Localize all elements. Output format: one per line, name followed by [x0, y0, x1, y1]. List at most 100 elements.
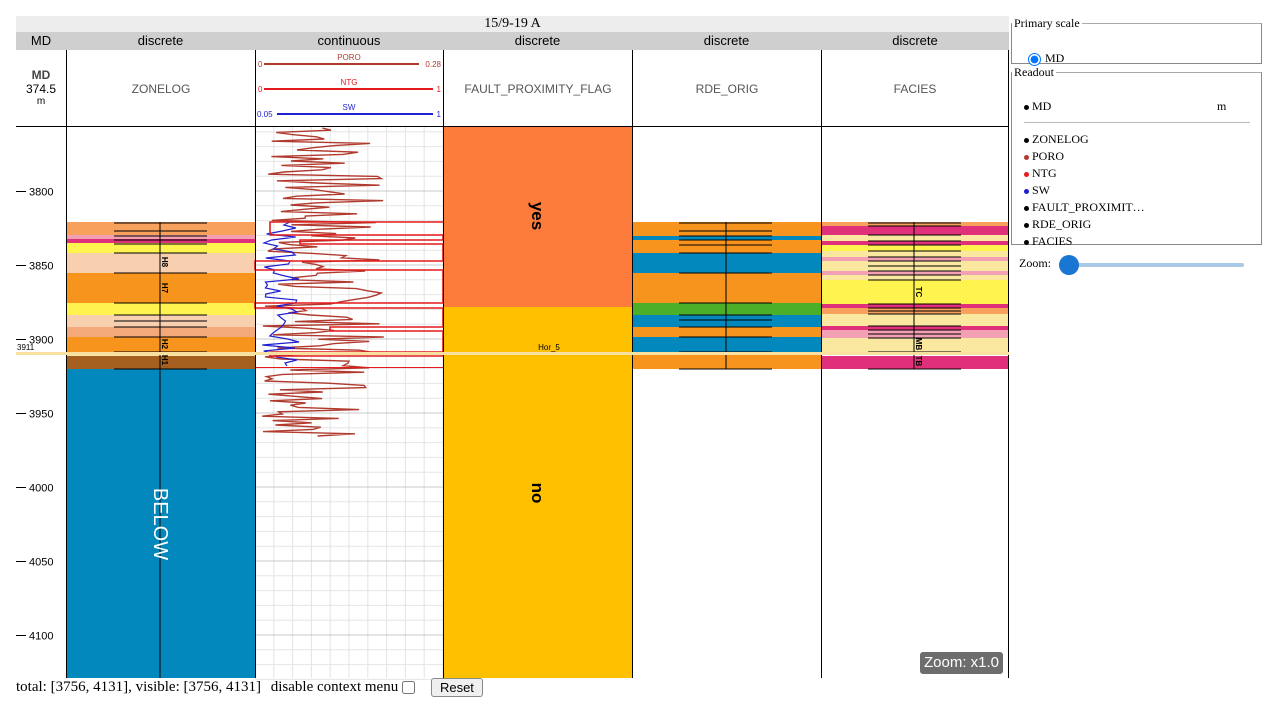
facies-track: TC MB TB	[821, 222, 1009, 370]
fault-flag-track: yes no	[443, 127, 632, 678]
zone-label: H2	[160, 339, 169, 350]
track-label-rde-orig: RDE_ORIG	[632, 50, 821, 126]
zone-label: H1	[160, 355, 169, 366]
legend-sw-max: 1	[437, 110, 442, 119]
readout-row: PORO	[1024, 148, 1064, 165]
facies-band	[821, 280, 1009, 304]
track-header-facies: discrete	[821, 32, 1009, 50]
fault-flag-no-band	[443, 307, 632, 678]
readout-row-label: NTG	[1032, 166, 1057, 180]
track-label-continuous	[255, 50, 443, 126]
zonelog-track: H8 H7 H2 H1 BELOW	[66, 222, 255, 678]
track-label-fault-flag: FAULT_PROXIMITY_FLAG	[443, 50, 632, 126]
facies-band	[821, 257, 1009, 261]
facies-band	[821, 275, 1009, 280]
md-radio[interactable]	[1028, 52, 1041, 66]
legend-sw-name: SW	[343, 103, 356, 112]
rde-orig-track	[632, 222, 821, 370]
zoom-slider-thumb[interactable]	[1059, 255, 1079, 275]
track-header-zonelog: discrete	[66, 32, 255, 50]
log-legends: PORO 0 0.28 NTG 0 1 SW 0.05 1	[257, 53, 442, 119]
track-borders	[66, 126, 1009, 678]
fault-flag-yes-label: yes	[528, 202, 547, 230]
facies-band	[821, 314, 1009, 326]
legend-poro-min: 0	[258, 60, 263, 69]
track-header-rde-orig: discrete	[632, 32, 821, 50]
sw-curve	[261, 221, 300, 367]
legend-poro-max: 0.28	[425, 60, 441, 69]
zoom-badge: Zoom: x1.0	[920, 652, 1003, 674]
legend-ntg-min: 0	[258, 85, 263, 94]
fault-flag-no-label: no	[528, 483, 547, 504]
zoom-label: Zoom:	[1019, 256, 1051, 270]
scale-track-label: MD 374.5 m	[16, 50, 66, 126]
range-text: total: [3756, 4131], visible: [3756, 413…	[16, 679, 261, 695]
depth-axis: 3800 3850 3900 3950 4000 4050 4100	[16, 187, 53, 643]
zone-below-label: BELOW	[149, 488, 171, 560]
facies-band	[821, 326, 1009, 330]
depth-tick-label: 3800	[29, 187, 53, 199]
track-name-fault-flag: FAULT_PROXIMITY_FLAG	[464, 82, 612, 96]
dot-icon	[1024, 205, 1029, 211]
readout-scale-unit: m	[1217, 99, 1227, 113]
readout-divider	[1024, 122, 1250, 123]
horizon-depth: 3911	[17, 343, 35, 352]
depth-tick-label: 4050	[29, 557, 53, 569]
legend-ntg-name: NTG	[341, 78, 358, 87]
continuous-grid	[254, 127, 444, 680]
readout-row-label: PORO	[1032, 149, 1065, 163]
readout-legend: Readout	[1014, 65, 1054, 79]
readout-scale-name: MD	[1032, 99, 1052, 113]
facies-label: MB	[914, 338, 923, 351]
well-title: 15/9-19 A	[16, 16, 1009, 32]
depth-tick-label: 3850	[29, 261, 53, 273]
facies-band	[821, 241, 1009, 245]
primary-scale-legend: Primary scale	[1014, 16, 1080, 30]
dot-icon	[1024, 239, 1029, 245]
facies-label: TC	[914, 287, 923, 298]
facies-band	[821, 251, 1009, 257]
readout-panel: Readout MD m ZONELOG PORO NTG SW FAULT_PROXI…	[1011, 65, 1262, 248]
poro-curve	[262, 127, 384, 437]
track-header-continuous: continuous	[255, 32, 443, 50]
md-radio-label: MD	[1045, 51, 1065, 65]
dot-icon	[1024, 222, 1029, 228]
legend-sw-min: 0.05	[257, 110, 273, 119]
context-menu-label: disable context menu	[270, 679, 399, 695]
facies-band	[821, 245, 1009, 251]
primary-scale-option-md[interactable]: MD	[1028, 51, 1064, 66]
track-name-rde-orig: RDE_ORIG	[695, 82, 759, 96]
track-name-zonelog: ZONELOG	[131, 82, 191, 96]
readout-row: RDE_ORIG	[1024, 216, 1091, 233]
horizon-hor5: Hor_5 3911	[16, 343, 1009, 355]
zone-label: H8	[160, 257, 169, 268]
scale-name: MD	[31, 68, 51, 82]
dot-icon	[1024, 137, 1029, 143]
zone-label: H7	[160, 283, 169, 294]
well-log-plot[interactable]: PORO 0 0.28 NTG 0 1 SW 0.05 1	[0, 0, 1010, 680]
readout-row-label: FAULT_PROXIMIT…	[1032, 200, 1145, 214]
track-label-facies: FACIES	[821, 50, 1009, 126]
fault-flag-yes-band	[443, 127, 632, 307]
dot-icon	[1024, 104, 1029, 110]
zoom-slider-track[interactable]	[1069, 263, 1244, 267]
facies-band	[821, 338, 1009, 352]
facies-band	[821, 235, 1009, 241]
reset-button[interactable]: Reset	[430, 678, 483, 697]
scale-unit: m	[36, 96, 46, 107]
legend-poro-name: PORO	[337, 53, 361, 62]
depth-tick-label: 4100	[29, 631, 53, 643]
scale-track-header: MD	[16, 32, 66, 50]
facies-band	[821, 222, 1009, 226]
readout-row: NTG	[1024, 165, 1057, 182]
readout-row: FACIES	[1024, 233, 1072, 250]
facies-label: TB	[914, 356, 923, 367]
track-header-fault-flag: discrete	[443, 32, 632, 50]
depth-tick-label: 3900	[29, 335, 53, 347]
primary-scale-panel: Primary scale MD	[1011, 16, 1262, 66]
disable-context-menu-checkbox[interactable]	[402, 681, 416, 694]
dot-icon	[1024, 171, 1029, 177]
readout-row-label: FACIES	[1032, 234, 1073, 248]
readout-row: SW	[1024, 182, 1050, 199]
readout-row-label: ZONELOG	[1032, 132, 1089, 146]
